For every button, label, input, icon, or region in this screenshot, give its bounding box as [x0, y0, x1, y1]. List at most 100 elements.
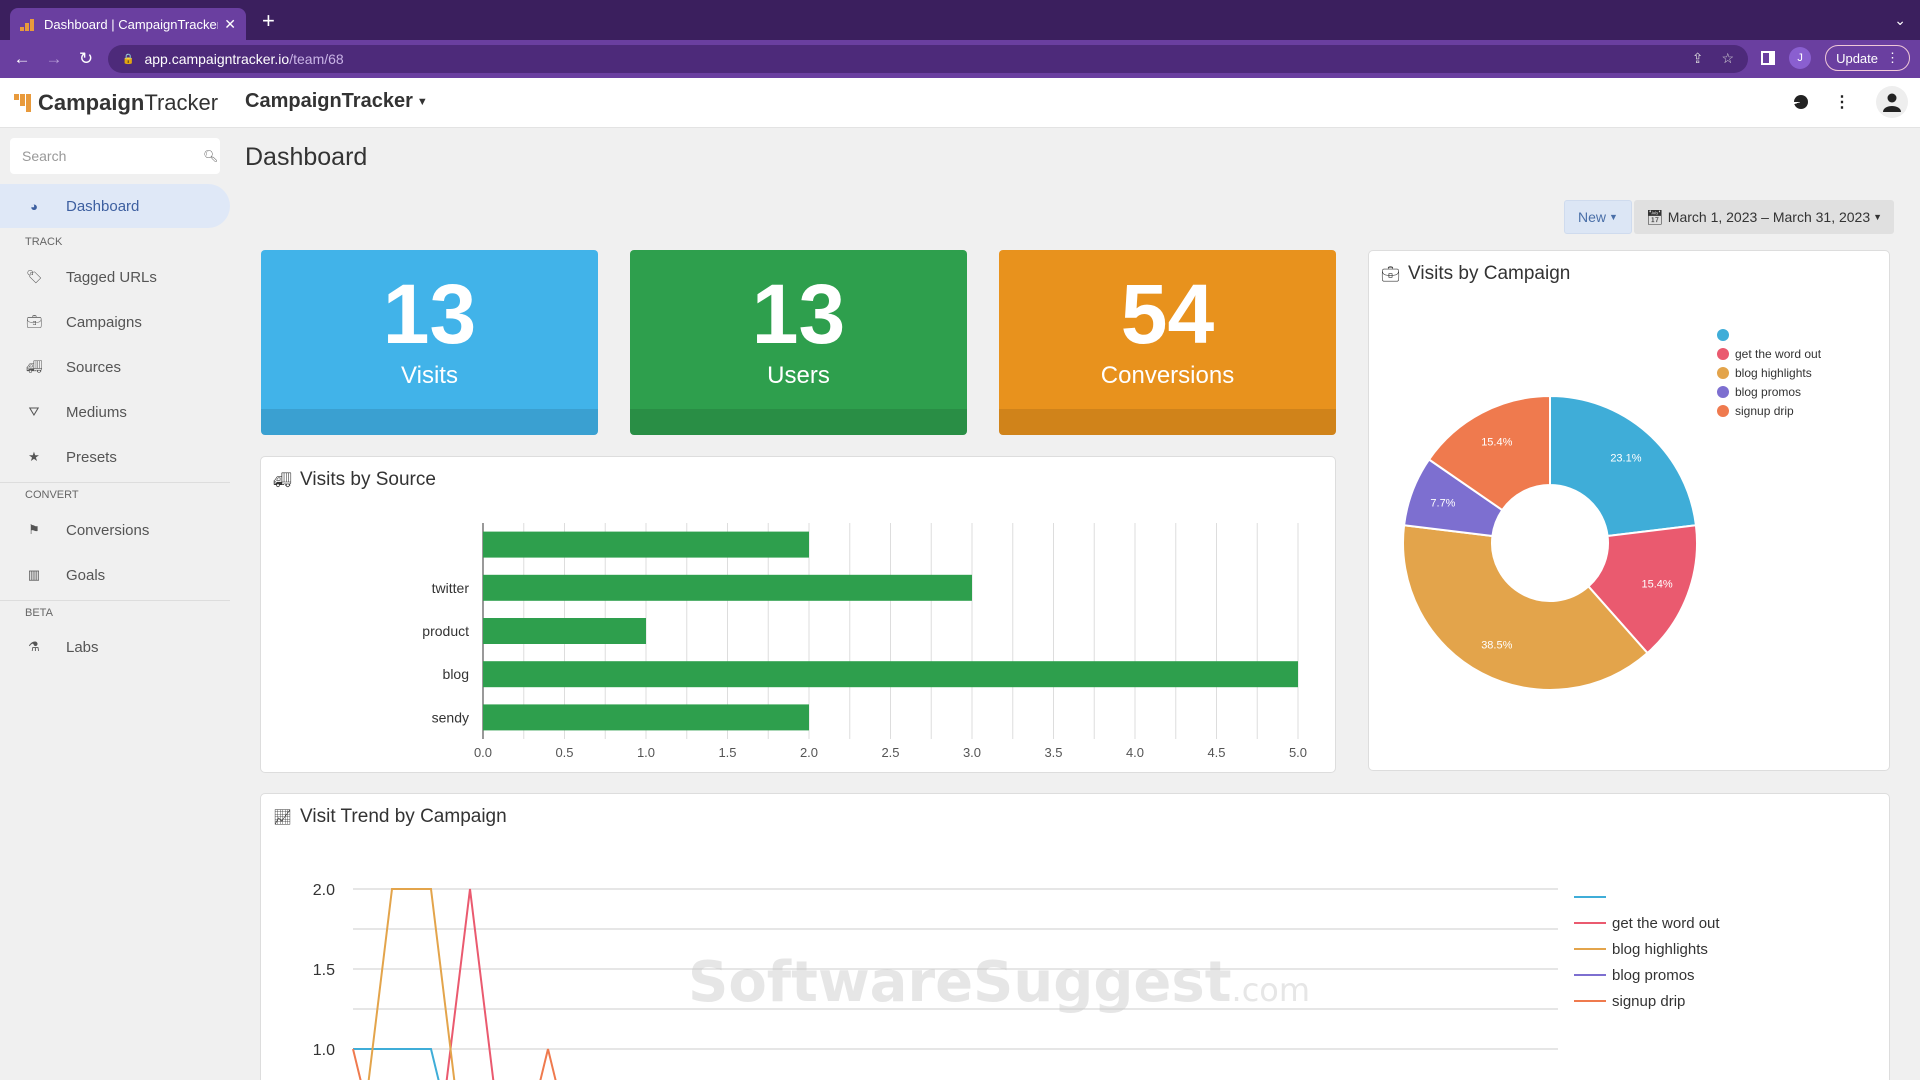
visit-trend-card: 📈︎ Visit Trend by Campaign 1.0 1.5 2.0 get …	[260, 793, 1890, 1080]
sidebar-item-tagged-urls[interactable]: 🏷︎ Tagged URLs	[0, 255, 230, 299]
line-chart-icon: 📈︎	[273, 809, 293, 826]
app-logo[interactable]: Campaign Tracker	[14, 90, 218, 116]
browser-menu-icon: ⋮	[1886, 50, 1899, 65]
new-filter-dropdown[interactable]: New ▼	[1564, 200, 1632, 234]
card-title: 🚚︎ Visits by Source	[273, 469, 436, 491]
svg-text:3.5: 3.5	[1044, 745, 1062, 760]
stat-label: Conversions	[1100, 362, 1235, 389]
svg-text:blog promos: blog promos	[1735, 385, 1801, 399]
reload-button[interactable]: ↻	[78, 49, 94, 68]
url-path: /team/68	[289, 51, 344, 67]
user-avatar[interactable]	[1876, 86, 1908, 118]
visits-by-campaign-chart[interactable]: 23.1% 15.4% 38.5% 7.7% 15.4% get the word out…	[1369, 251, 1891, 772]
app-header: Campaign Tracker CampaignTracker ▼ ⋮	[0, 78, 1920, 128]
briefcase-icon: 💼︎	[26, 314, 43, 329]
svg-text:38.5%: 38.5%	[1481, 639, 1512, 651]
stat-tile-visits[interactable]: 13 Visits	[261, 250, 598, 435]
browser-toolbar: ← → ↻ 🔒 app.campaigntracker.io/team/68 ⇪…	[0, 40, 1920, 78]
share-icon[interactable]: ⇪	[1691, 50, 1704, 66]
update-button[interactable]: Update ⋮	[1825, 45, 1910, 71]
sidebar-item-label: Labs	[66, 638, 99, 656]
stat-value: 13	[382, 267, 477, 361]
briefcase-icon: 💼︎	[1381, 266, 1401, 283]
sidebar-item-goals[interactable]: ▥ Goals	[0, 553, 230, 597]
visits-by-source-card: 🚚︎ Visits by Source 0.0 0.5 1.0 1.5 2.0 2.5 3.…	[260, 456, 1336, 773]
svg-text:2.0: 2.0	[800, 745, 818, 760]
caret-down-icon: ▼	[1873, 212, 1883, 222]
svg-text:3.0: 3.0	[963, 745, 981, 760]
sidebar-item-label: Campaigns	[66, 313, 142, 331]
stat-footer	[999, 409, 1336, 435]
team-dropdown[interactable]: CampaignTracker ▼	[245, 90, 428, 113]
svg-text:product: product	[422, 623, 469, 639]
sidebar-item-label: Dashboard	[66, 197, 140, 215]
svg-text:0.5: 0.5	[555, 745, 573, 760]
sidebar-item-dashboard[interactable]: ◕ Dashboard	[0, 184, 230, 228]
search-icon[interactable]: 🔍︎	[203, 149, 219, 163]
caret-down-icon: ▼	[416, 95, 428, 108]
sidebar-item-mediums[interactable]: ⛛ Mediums	[0, 390, 230, 434]
calendar-icon: 📅︎	[1646, 208, 1664, 225]
lock-icon[interactable]: 🔒	[122, 53, 135, 65]
sidebar-item-label: Sources	[66, 358, 122, 376]
svg-text:15.4%: 15.4%	[1641, 579, 1672, 591]
bookmark-star-icon[interactable]: ☆	[1721, 50, 1734, 66]
svg-text:signup drip: signup drip	[1735, 404, 1794, 418]
svg-text:blog: blog	[443, 666, 469, 682]
sidebar-divider	[0, 482, 230, 483]
new-tab-button[interactable]: +	[262, 8, 275, 33]
stat-footer	[261, 409, 598, 435]
stat-value: 13	[751, 267, 846, 361]
stat-label: Users	[767, 362, 830, 389]
svg-text:2.5: 2.5	[881, 745, 899, 760]
section-label-track: TRACK	[25, 236, 63, 248]
forward-button[interactable]: →	[45, 49, 63, 68]
date-range-picker[interactable]: 📅︎ March 1, 2023 – March 31, 2023 ▼	[1634, 200, 1895, 234]
new-filter-label: New	[1578, 209, 1607, 225]
svg-text:4.5: 4.5	[1207, 745, 1225, 760]
sidebar-item-label: Presets	[66, 448, 117, 466]
card-title-text: Visits by Campaign	[1408, 263, 1571, 284]
search-input[interactable]	[22, 148, 203, 164]
svg-text:1.0: 1.0	[313, 1042, 335, 1059]
side-panel-icon[interactable]	[1761, 51, 1776, 65]
visits-by-source-chart[interactable]: 0.0 0.5 1.0 1.5 2.0 2.5 3.0 3.5 4.0 4.5 5.0 twitter…	[261, 457, 1337, 774]
logo-text-bold: Campaign	[38, 90, 145, 115]
svg-text:get the word out: get the word out	[1612, 915, 1720, 932]
pie-chart-icon[interactable]	[1794, 95, 1808, 109]
page-title: Dashboard	[245, 143, 368, 171]
address-bar[interactable]: 🔒 app.campaigntracker.io/team/68 ⇪ ☆	[108, 45, 1748, 73]
stat-tile-conversions[interactable]: 54 Conversions	[999, 250, 1336, 435]
sidebar-item-sources[interactable]: 🚚︎ Sources	[0, 345, 230, 389]
sidebar-item-label: Conversions	[66, 521, 150, 539]
svg-text:1.5: 1.5	[313, 962, 335, 979]
back-button[interactable]: ←	[13, 49, 31, 68]
tags-icon: 🏷︎	[26, 269, 43, 284]
sidebar-item-campaigns[interactable]: 💼︎ Campaigns	[0, 300, 230, 344]
close-tab-icon[interactable]: ✕	[224, 15, 236, 32]
sidebar-item-label: Goals	[66, 566, 106, 584]
browser-tab-bar: Dashboard | CampaignTracker ✕ + ⌄	[0, 0, 1920, 40]
svg-text:1.0: 1.0	[637, 745, 655, 760]
tab-search-chevron-icon[interactable]: ⌄	[1894, 12, 1906, 28]
visit-trend-chart[interactable]: 1.0 1.5 2.0 get the word out blog highlights…	[261, 794, 1891, 1080]
sidebar-item-labs[interactable]: ⚗ Labs	[0, 625, 230, 669]
stat-tile-users[interactable]: 13 Users	[630, 250, 967, 435]
section-label-beta: BETA	[25, 607, 53, 619]
svg-text:4.0: 4.0	[1126, 745, 1144, 760]
svg-text:signup drip: signup drip	[1612, 993, 1685, 1010]
card-title: 💼︎ Visits by Campaign	[1381, 263, 1570, 285]
profile-avatar[interactable]: J	[1789, 47, 1812, 69]
bar-chart-icon: ▥	[27, 567, 41, 582]
more-options-icon[interactable]: ⋮	[1834, 94, 1850, 111]
stat-label: Visits	[401, 362, 458, 389]
svg-text:blog highlights: blog highlights	[1612, 941, 1708, 958]
sidebar-item-label: Tagged URLs	[66, 268, 157, 286]
card-title-text: Visit Trend by Campaign	[300, 806, 507, 827]
browser-tab[interactable]: Dashboard | CampaignTracker ✕	[10, 8, 246, 40]
sidebar-item-label: Mediums	[66, 403, 127, 421]
search-box[interactable]: 🔍︎	[10, 138, 220, 174]
favicon-icon	[20, 17, 36, 31]
sidebar-item-conversions[interactable]: ⚑ Conversions	[0, 508, 230, 552]
sidebar-item-presets[interactable]: ★ Presets	[0, 435, 230, 479]
